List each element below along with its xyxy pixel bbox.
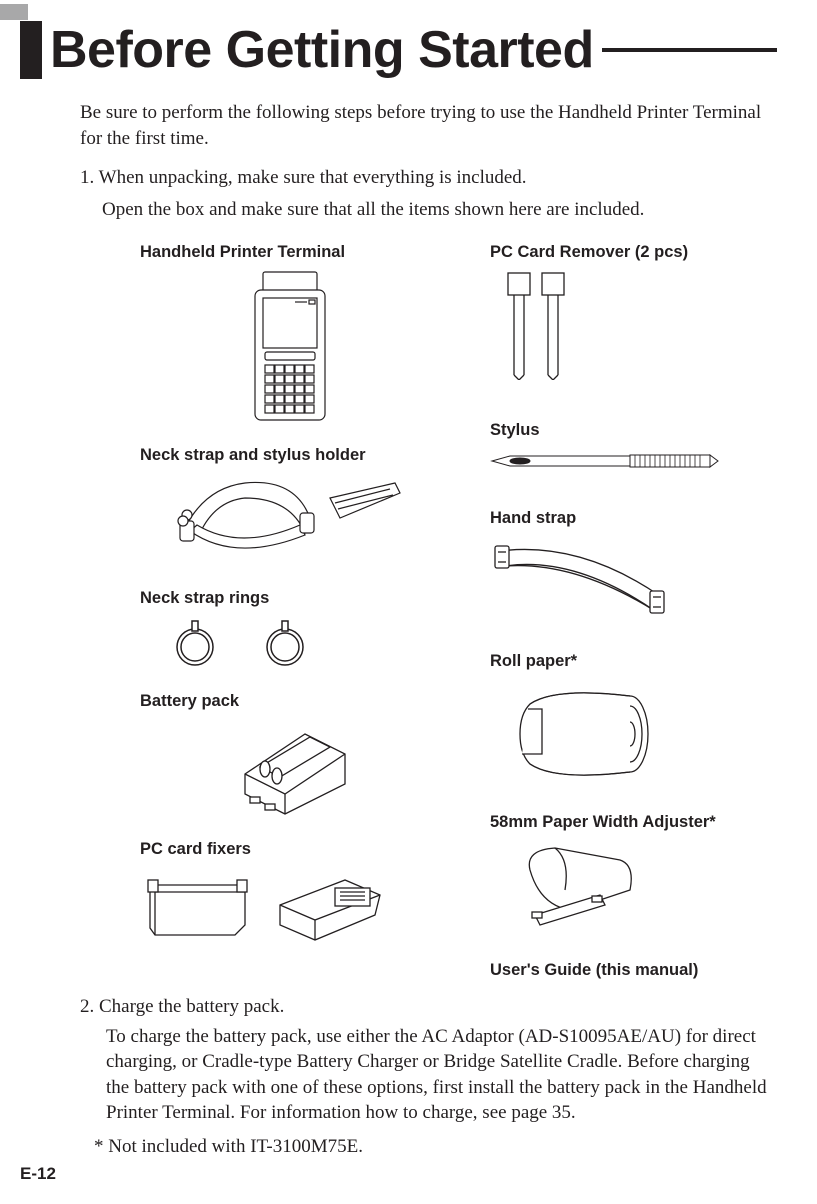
stylus-icon — [490, 446, 790, 476]
item-stylus: Stylus — [490, 421, 790, 494]
footnote: * Not included with IT-3100M75E. — [94, 1136, 777, 1158]
intro-text: Be sure to perform the following steps b… — [80, 100, 777, 151]
item-roll-paper: Roll paper* — [490, 652, 790, 805]
item-label: Handheld Printer Terminal — [140, 243, 440, 262]
step-2: 2. Charge the battery pack. — [80, 996, 777, 1018]
item-label: User's Guide (this manual) — [490, 961, 790, 980]
item-neck-strap-rings: Neck strap rings — [140, 589, 440, 692]
item-pc-card-remover: PC Card Remover (2 pcs) — [490, 243, 790, 401]
item-label: Hand strap — [490, 509, 790, 528]
item-handheld-terminal: Handheld Printer Terminal — [140, 243, 440, 446]
title-block-icon — [20, 21, 42, 79]
item-battery-pack: Battery pack — [140, 692, 440, 840]
title-row: Before Getting Started — [20, 20, 777, 80]
content-body: Be sure to perform the following steps b… — [80, 100, 777, 1158]
right-column: PC Card Remover (2 pcs) — [490, 243, 790, 986]
item-label: PC card fixers — [140, 840, 440, 859]
hand-strap-icon — [490, 534, 790, 629]
item-label: Battery pack — [140, 692, 440, 711]
item-label: Roll paper* — [490, 652, 790, 671]
item-label: Neck strap rings — [140, 589, 440, 608]
neck-strap-rings-icon — [140, 614, 440, 674]
item-label: Stylus — [490, 421, 790, 440]
item-pc-card-fixers: PC card fixers — [140, 840, 440, 968]
width-adjuster-icon — [490, 838, 790, 938]
page-title: Before Getting Started — [50, 20, 594, 80]
handheld-terminal-icon — [140, 268, 440, 428]
roll-paper-icon — [490, 677, 790, 787]
item-width-adjuster: 58mm Paper Width Adjuster* — [490, 813, 790, 956]
page-number: E-12 — [20, 1164, 56, 1184]
item-neck-strap-holder: Neck strap and stylus holder — [140, 446, 440, 589]
item-label: 58mm Paper Width Adjuster* — [490, 813, 790, 832]
battery-pack-icon — [140, 717, 440, 822]
pc-card-remover-icon — [490, 268, 790, 383]
neck-strap-holder-icon — [140, 471, 440, 571]
pc-card-fixers-icon — [140, 865, 440, 950]
step-2-body: To charge the battery pack, use either t… — [106, 1024, 777, 1127]
step-1-sub: Open the box and make sure that all the … — [102, 197, 777, 223]
left-column: Handheld Printer Terminal — [140, 243, 440, 986]
item-label: Neck strap and stylus holder — [140, 446, 440, 465]
item-hand-strap: Hand strap — [490, 509, 790, 647]
title-rule — [602, 48, 777, 52]
item-users-guide: User's Guide (this manual) — [490, 961, 790, 986]
item-label: PC Card Remover (2 pcs) — [490, 243, 790, 262]
items-grid: Handheld Printer Terminal — [140, 243, 777, 986]
step-1: 1. When unpacking, make sure that everyt… — [80, 165, 777, 191]
